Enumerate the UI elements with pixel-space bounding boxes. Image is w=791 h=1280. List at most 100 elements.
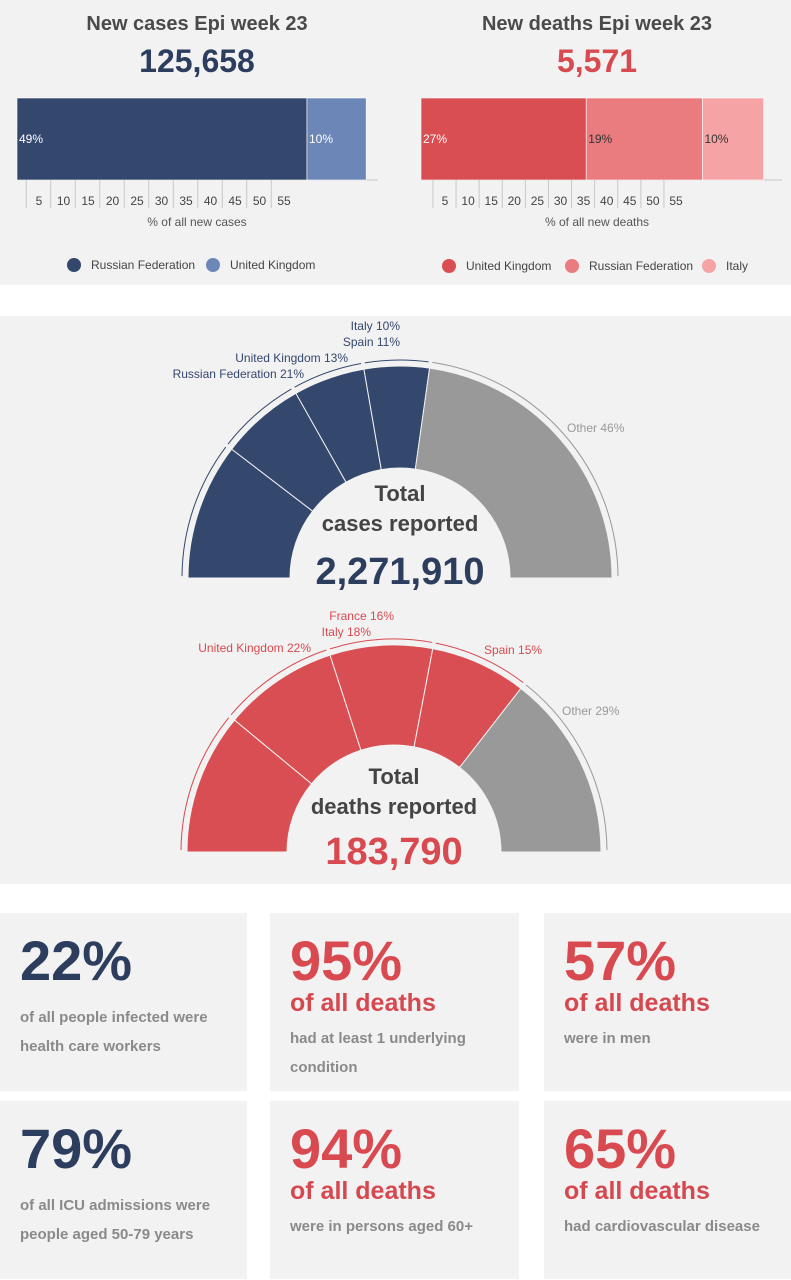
slice-label: Italy 10% (351, 319, 401, 333)
bar-data-label: 19% (588, 132, 612, 146)
stat-value: 22% (20, 929, 133, 992)
bar-segment (16, 97, 308, 181)
x-tick-label: 35 (577, 194, 591, 208)
chart-title: New deaths Epi week 23 (482, 13, 712, 35)
slice-bracket (180, 717, 230, 851)
slice-label: United Kingdom 13% (235, 351, 348, 365)
x-tick-label: 25 (130, 194, 144, 208)
slice-bracket (364, 359, 429, 364)
slice-label: Italy 18% (322, 625, 372, 639)
totals-donut-charts: Russian Federation 21% United Kingdom 13%… (173, 319, 625, 873)
donut-center-title: cases reported (322, 511, 479, 536)
stat-description: had cardiovascular disease (564, 1218, 760, 1235)
slice-bracket (525, 684, 608, 851)
stat-value: 79% (20, 1117, 133, 1180)
stat-description: of all people infected were health care … (20, 1009, 208, 1055)
stat-card: 65% of all deaths had cardiovascular disea… (544, 1101, 791, 1279)
donut-slice (414, 367, 613, 579)
slice-label: Other 29% (562, 704, 620, 718)
bar-segment (306, 97, 367, 181)
bar-data-label: 49% (19, 132, 43, 146)
x-tick-label: 45 (228, 194, 242, 208)
x-tick-label: 5 (36, 194, 43, 208)
bar-segment (420, 97, 587, 181)
legend-label: Russian Federation (589, 259, 693, 273)
stat-subtitle: of all deaths (564, 989, 710, 1017)
bar-segment (585, 97, 703, 181)
x-tick-label: 10 (57, 194, 71, 208)
slice-bracket (329, 638, 433, 650)
x-tick-label: 15 (485, 194, 499, 208)
x-tick-label: 30 (155, 194, 169, 208)
legend-swatch (442, 259, 456, 273)
slice-label: Russian Federation 21% (173, 367, 305, 381)
donut-center-value: 183,790 (325, 831, 462, 873)
x-axis-label: % of all new deaths (545, 215, 649, 229)
weekly-bars-chart: New cases Epi week 23 125,658 49% 10% 5 10 15 2… (16, 13, 782, 273)
stat-subtitle: of all deaths (564, 1177, 710, 1205)
legend-label: United Kingdom (466, 259, 551, 273)
legend-label: Russian Federation (91, 258, 195, 272)
stat-value: 95% (290, 929, 403, 992)
x-tick-label: 30 (554, 194, 568, 208)
bar-data-label: 10% (309, 132, 333, 146)
slice-bracket (230, 649, 327, 716)
legend-swatch (565, 259, 579, 273)
slice-bracket (435, 642, 524, 683)
legend-swatch (206, 258, 220, 272)
stat-card: 95% of all deaths had at least 1 underlyin… (270, 913, 519, 1091)
x-tick-label: 40 (204, 194, 218, 208)
x-tick-label: 55 (669, 194, 683, 208)
stat-card: 94% of all deaths were in persons aged 60+ (270, 1101, 519, 1279)
donut-center-title: Total (369, 764, 420, 789)
x-tick-label: 20 (508, 194, 522, 208)
x-tick-label: 40 (600, 194, 614, 208)
slice-bracket (294, 363, 362, 388)
legend-swatch (67, 258, 81, 272)
stat-subtitle: of all deaths (290, 989, 436, 1017)
x-tick-label: 10 (461, 194, 475, 208)
slice-bracket (181, 446, 227, 577)
stat-description: were in persons aged 60+ (290, 1218, 473, 1235)
weekly-bars-panel: New cases Epi week 23 125,658 49% 10% 5 10 15 2… (0, 0, 791, 285)
stat-description: had at least 1 underlying condition (290, 1030, 466, 1076)
stat-description: were in men (564, 1030, 651, 1047)
stat-value: 57% (564, 929, 677, 992)
x-tick-label: 50 (253, 194, 267, 208)
stat-card: 79% of all ICU admissions were people age… (0, 1101, 247, 1279)
stat-value: 65% (564, 1117, 677, 1180)
x-tick-label: 35 (179, 194, 193, 208)
legend-label: Italy (726, 259, 748, 273)
stat-subtitle: of all deaths (290, 1177, 436, 1205)
chart-total: 5,571 (557, 43, 637, 79)
bar-segment (702, 97, 764, 181)
slice-bracket (432, 361, 619, 577)
slice-bracket (227, 388, 292, 445)
donut-center-title: deaths reported (311, 794, 477, 819)
slice-label: United Kingdom 22% (198, 641, 311, 655)
stat-value: 94% (290, 1117, 403, 1180)
donut-center-value: 2,271,910 (315, 551, 484, 593)
x-tick-label: 50 (646, 194, 660, 208)
slice-label: Other 46% (567, 421, 625, 435)
donut-slice (458, 687, 602, 853)
x-tick-label: 20 (106, 194, 120, 208)
slice-label: France 16% (329, 609, 394, 623)
bar-data-label: 27% (423, 132, 447, 146)
donut-center-title: Total (375, 481, 426, 506)
chart-title: New cases Epi week 23 (86, 13, 307, 35)
x-tick-label: 25 (531, 194, 545, 208)
x-tick-label: 55 (277, 194, 291, 208)
slice-label: Spain 15% (484, 643, 542, 657)
stat-description: of all ICU admissions were people aged 5… (20, 1197, 211, 1243)
x-tick-label: 45 (623, 194, 637, 208)
legend-swatch (702, 259, 716, 273)
bar-data-label: 10% (704, 132, 728, 146)
stat-card: 22% of all people infected were health ca… (0, 913, 247, 1091)
slice-label: Spain 11% (343, 335, 400, 349)
x-tick-label: 5 (442, 194, 449, 208)
x-tick-label: 15 (81, 194, 95, 208)
totals-donut-panel: Russian Federation 21% United Kingdom 13%… (0, 316, 791, 884)
chart-total: 125,658 (139, 43, 255, 79)
legend-label: United Kingdom (230, 258, 315, 272)
